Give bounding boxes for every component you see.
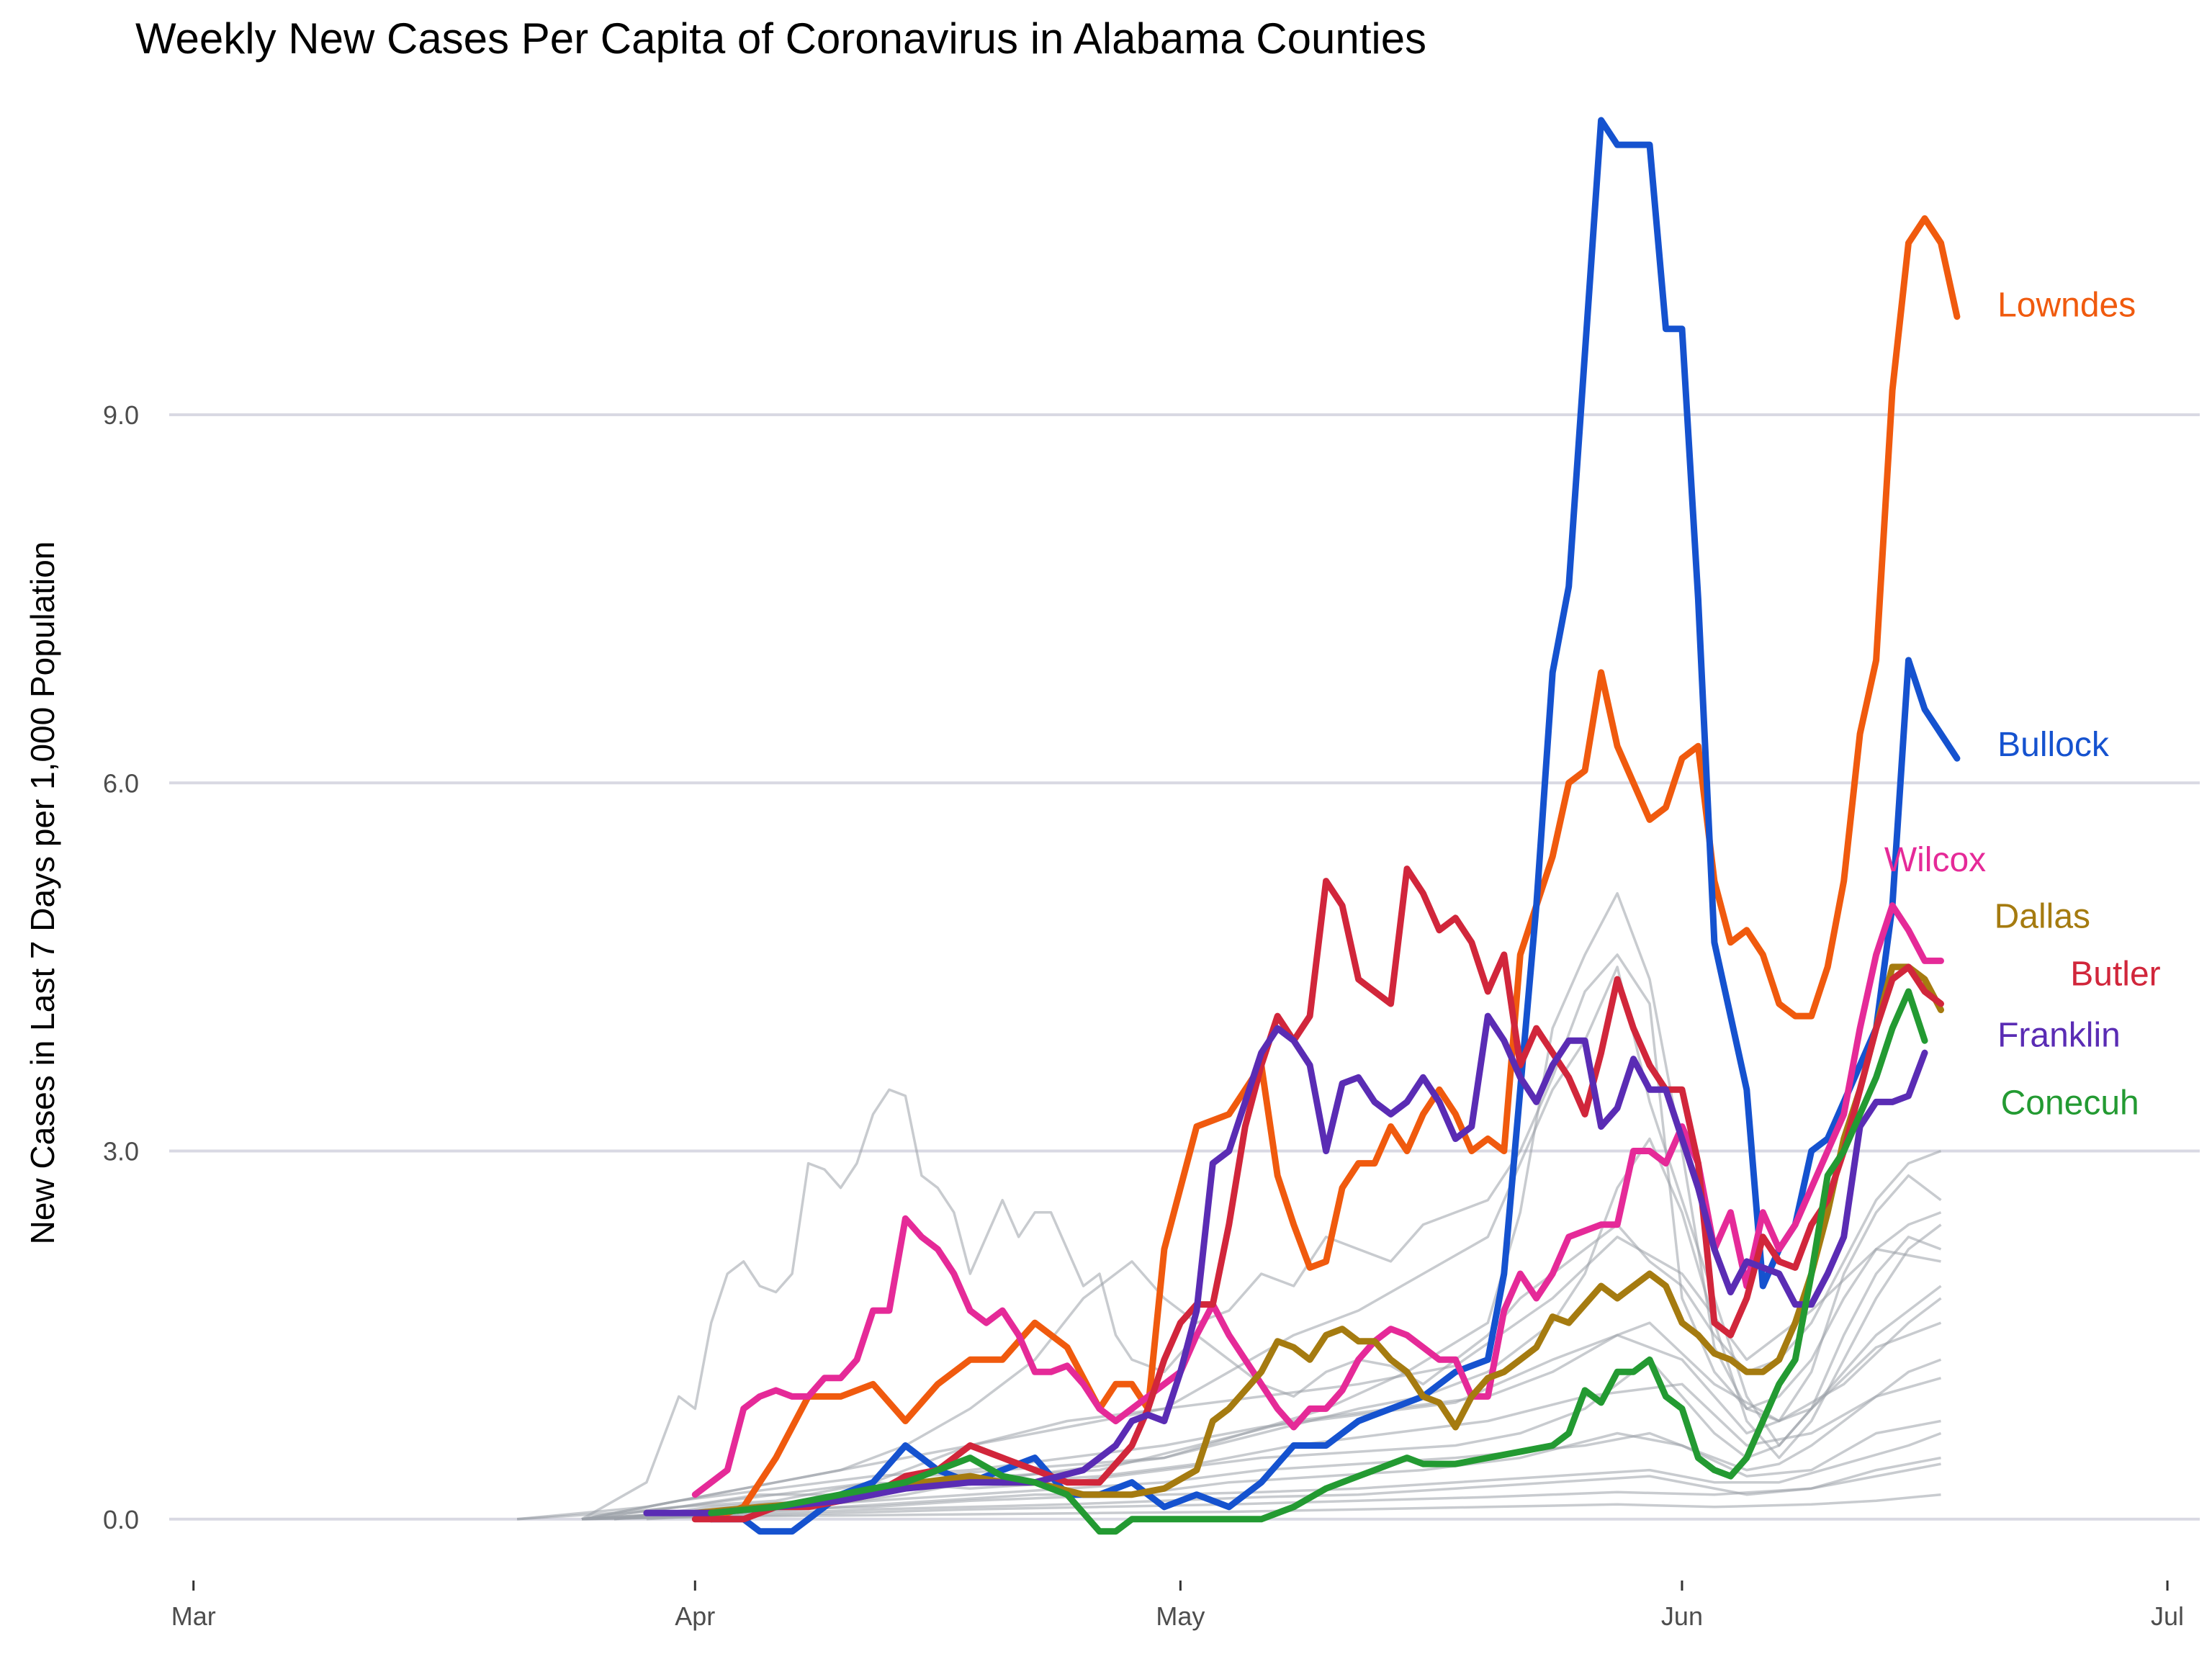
chart-title: Weekly New Cases Per Capita of Coronavir… — [135, 14, 1426, 63]
series-label-lowndes: Lowndes — [1997, 287, 2136, 325]
series-line-franklin — [643, 1012, 1928, 1516]
series-line-wilcox — [691, 902, 1944, 1498]
y-tick-label: 6.0 — [103, 768, 139, 798]
x-tick-label: May — [1156, 1601, 1205, 1631]
x-tick-label: Jun — [1661, 1601, 1703, 1631]
x-tick-label: Mar — [171, 1601, 216, 1631]
background-series-line — [581, 1088, 1942, 1521]
series-line-lowndes — [708, 215, 1961, 1523]
y-tick-label: 9.0 — [103, 400, 139, 430]
series-line-dallas — [691, 963, 1944, 1516]
series-line-conecuh — [708, 988, 1928, 1535]
background-series-line — [581, 1137, 1942, 1521]
y-axis-label: New Cases in Last 7 Days per 1,000 Popul… — [24, 541, 61, 1245]
y-tick-label: 3.0 — [103, 1137, 139, 1166]
axis-tick-labels: 0.0 3.0 6.0 9.0 Mar Apr May Jun Jul — [103, 400, 2184, 1631]
background-series-line — [581, 1297, 1942, 1521]
y-tick-label: 0.0 — [103, 1505, 139, 1534]
series-label-butler: Butler — [2070, 955, 2160, 993]
x-tick-label: Apr — [675, 1601, 715, 1631]
series-label-franklin: Franklin — [1997, 1017, 2121, 1055]
series-label-conecuh: Conecuh — [2001, 1084, 2139, 1122]
background-series-line — [581, 1493, 1941, 1521]
series-label-wilcox: Wilcox — [1884, 841, 1986, 879]
series-label-dallas: Dallas — [1995, 897, 2090, 935]
highlighted-county-lines — [643, 117, 1961, 1535]
series-label-bullock: Bullock — [1997, 726, 2110, 764]
x-tick-label: Jul — [2151, 1601, 2184, 1631]
